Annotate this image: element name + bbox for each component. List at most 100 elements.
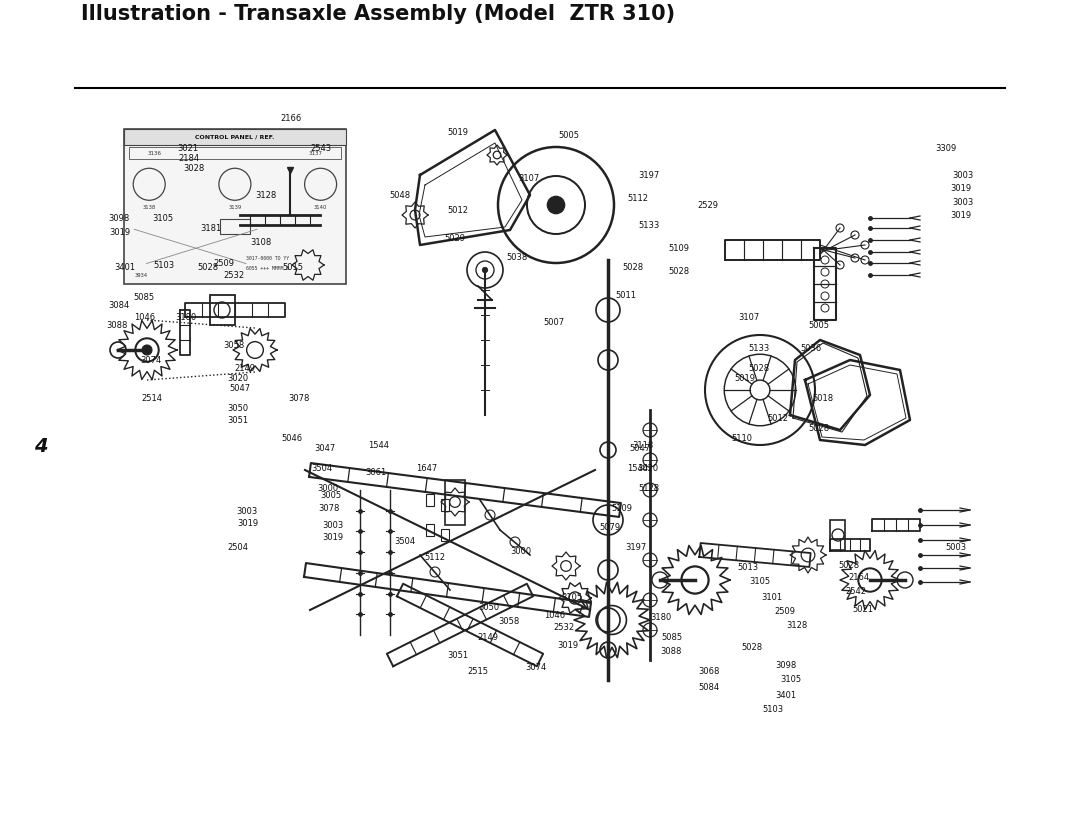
Text: 3108: 3108 (249, 238, 271, 247)
Text: 3058: 3058 (224, 340, 245, 349)
Text: 3401: 3401 (775, 691, 796, 700)
Text: 3181: 3181 (201, 224, 222, 233)
Text: 5021: 5021 (852, 605, 873, 615)
Text: 5112: 5112 (627, 193, 648, 203)
Text: 5109: 5109 (611, 504, 632, 513)
Text: 5029: 5029 (444, 234, 465, 243)
Text: 3003: 3003 (237, 508, 258, 516)
Text: 3047: 3047 (314, 444, 336, 453)
Text: 3197: 3197 (638, 170, 659, 179)
Text: 5133: 5133 (748, 344, 769, 353)
Text: 5133: 5133 (638, 220, 660, 229)
Text: 5012: 5012 (447, 205, 468, 214)
Text: 5028: 5028 (838, 560, 859, 570)
Circle shape (483, 268, 488, 273)
Text: 3074: 3074 (140, 355, 162, 364)
Text: 5018: 5018 (812, 394, 833, 403)
Text: 2509: 2509 (774, 607, 795, 616)
Text: 3088: 3088 (107, 320, 129, 329)
Text: 3019: 3019 (557, 641, 578, 650)
Text: 5036: 5036 (800, 344, 821, 353)
Text: 3050: 3050 (478, 604, 499, 612)
Text: 5013: 5013 (737, 564, 758, 572)
Bar (426, 524, 434, 536)
Text: 5048: 5048 (389, 190, 410, 199)
Text: 5110: 5110 (731, 434, 752, 443)
Text: 5028: 5028 (197, 264, 218, 273)
Text: 5019: 5019 (447, 128, 468, 137)
Text: 5047: 5047 (229, 384, 249, 393)
Text: 5012: 5012 (767, 414, 788, 423)
Text: 3051: 3051 (227, 415, 248, 425)
Text: 3061: 3061 (365, 468, 387, 476)
Text: 2149: 2149 (234, 364, 255, 373)
Text: 4: 4 (35, 437, 48, 455)
Bar (124, 129, 346, 145)
Text: 5084: 5084 (698, 684, 719, 692)
Text: 5109: 5109 (669, 244, 689, 253)
Text: 5028: 5028 (808, 424, 829, 433)
Bar (210, 295, 235, 325)
Text: 5103: 5103 (762, 706, 783, 715)
Text: 2529: 2529 (697, 200, 718, 209)
Text: 3504: 3504 (394, 537, 415, 546)
Text: 2532: 2532 (222, 270, 244, 279)
Text: 3118: 3118 (632, 440, 653, 450)
Text: 3003: 3003 (951, 170, 973, 179)
Text: 5103: 5103 (153, 260, 175, 269)
Circle shape (141, 345, 152, 355)
Text: 3000: 3000 (316, 484, 338, 493)
Text: 3107: 3107 (518, 173, 540, 183)
Text: 3019: 3019 (237, 520, 258, 529)
Circle shape (548, 196, 565, 214)
Text: 3098: 3098 (109, 214, 130, 223)
Text: 3000: 3000 (510, 547, 531, 556)
Text: 3019: 3019 (950, 183, 971, 193)
Text: 2149: 2149 (477, 634, 498, 642)
Text: CONTROL PANEL / REF.: CONTROL PANEL / REF. (195, 135, 274, 140)
Text: 3105: 3105 (152, 214, 173, 223)
Text: 5028: 5028 (622, 264, 643, 273)
Text: 3934: 3934 (134, 273, 147, 278)
Text: 2509: 2509 (213, 259, 234, 269)
Text: 2504: 2504 (227, 544, 248, 552)
Text: 5011: 5011 (615, 290, 636, 299)
Text: 3020: 3020 (227, 374, 248, 383)
Bar (441, 499, 449, 511)
Text: 3058: 3058 (498, 617, 519, 626)
Text: 3078: 3078 (318, 504, 339, 513)
Text: 3050: 3050 (227, 404, 248, 413)
Text: 5112: 5112 (424, 554, 445, 562)
Text: 1046: 1046 (544, 610, 565, 620)
Bar (831, 520, 845, 550)
Bar (426, 494, 434, 506)
Text: 1647: 1647 (416, 464, 437, 473)
Text: 3098: 3098 (775, 661, 796, 670)
Text: 3139: 3139 (228, 205, 242, 210)
Text: 5085: 5085 (134, 294, 156, 303)
Text: 2532: 2532 (554, 624, 575, 632)
Text: 3020: 3020 (637, 464, 658, 473)
Text: 3136: 3136 (147, 151, 161, 156)
Text: 5003: 5003 (945, 544, 967, 552)
Text: 3019: 3019 (109, 228, 130, 237)
Text: 3105: 3105 (780, 676, 801, 685)
Text: 2515: 2515 (467, 667, 488, 676)
Text: 3107: 3107 (738, 314, 759, 323)
Text: 5005: 5005 (558, 130, 579, 139)
Text: 3101: 3101 (761, 594, 782, 602)
Text: 5038: 5038 (507, 254, 527, 263)
Text: 6055 +++ MMMM B: 6055 +++ MMMM B (246, 266, 289, 271)
Text: 3138: 3138 (143, 205, 156, 210)
Bar (220, 219, 249, 234)
Text: 3088: 3088 (661, 647, 681, 656)
Text: Illustration - Transaxle Assembly (Model  ZTR 310): Illustration - Transaxle Assembly (Model… (81, 4, 675, 24)
Text: 3074: 3074 (525, 664, 546, 672)
Text: 3401: 3401 (113, 264, 135, 273)
Text: 5046: 5046 (281, 434, 302, 443)
Text: 1544: 1544 (368, 440, 389, 450)
Text: 3028: 3028 (184, 163, 205, 173)
Text: 2184: 2184 (179, 153, 200, 163)
Text: 2166: 2166 (280, 113, 301, 123)
Text: 3137: 3137 (309, 151, 323, 156)
